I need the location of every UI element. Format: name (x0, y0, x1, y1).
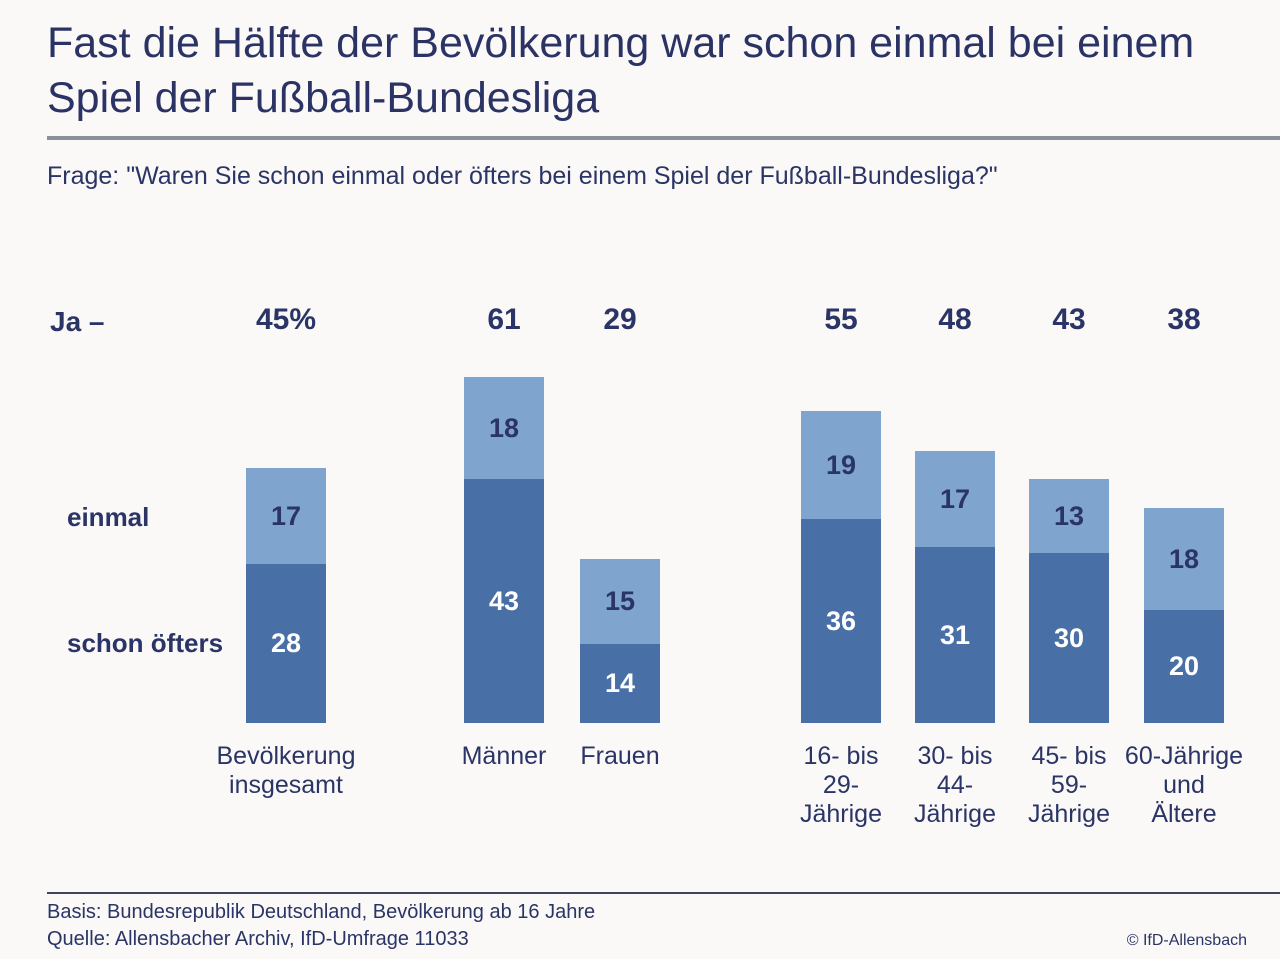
bar-segment-einmal: 18 (464, 377, 544, 479)
bar-segment-schon-oefters: 20 (1144, 610, 1224, 723)
title-separator (47, 136, 1280, 140)
bar-total-label: 48 (938, 303, 972, 336)
bar-total-label: 45% (255, 303, 317, 336)
category-label: Männer (461, 742, 547, 770)
survey-question: Frage: "Waren Sie schon einmal oder öfte… (47, 162, 998, 190)
footer-separator (47, 892, 1280, 894)
bar-total-label: 29 (603, 303, 637, 336)
footer-basis: Basis: Bundesrepublik Deutschland, Bevöl… (47, 901, 596, 923)
bar-total-label: 43 (1052, 303, 1086, 336)
bar-1: 18 43 (464, 377, 544, 723)
bar-6: 18 20 (1144, 508, 1224, 723)
bar-total-label: 61 (487, 303, 521, 336)
bar-segment-einmal: 15 (580, 559, 660, 644)
category-label: Frauen (580, 742, 660, 770)
category-label: 45- bis 59- Jährige (1028, 742, 1110, 828)
bar-0: 17 28 (246, 468, 326, 723)
bar-segment-einmal: 17 (915, 451, 995, 547)
bar-segment-schon-oefters: 28 (246, 564, 326, 723)
bar-segment-schon-oefters: 43 (464, 479, 544, 723)
page-title: Fast die Hälfte der Bevölkerung war scho… (47, 19, 1195, 122)
category-label: Bevölkerung insgesamt (216, 742, 356, 799)
bar-total-label: 38 (1167, 303, 1201, 336)
category-label: 16- bis 29- Jährige (800, 742, 882, 828)
bar-2: 15 14 (580, 559, 660, 723)
copyright-note: © IfD-Allensbach (1126, 932, 1247, 949)
bar-segment-einmal: 17 (246, 468, 326, 564)
bar-3: 19 36 (801, 411, 881, 723)
bar-segment-einmal: 13 (1029, 479, 1109, 553)
ja-axis-label: Ja – (50, 306, 105, 337)
bar-5: 13 30 (1029, 479, 1109, 723)
category-label: 30- bis 44- Jährige (914, 742, 996, 828)
bar-segment-schon-oefters: 14 (580, 644, 660, 723)
bar-segment-einmal: 19 (801, 411, 881, 519)
bar-4: 17 31 (915, 451, 995, 723)
bar-segment-einmal: 18 (1144, 508, 1224, 610)
bar-segment-schon-oefters: 30 (1029, 553, 1109, 723)
legend-label-einmal: einmal (67, 502, 150, 532)
bar-segment-schon-oefters: 36 (801, 519, 881, 723)
category-label: 60-Jährige und Ältere (1124, 742, 1244, 828)
footer-quelle: Quelle: Allensbacher Archiv, IfD-Umfrage… (47, 928, 469, 950)
bar-segment-schon-oefters: 31 (915, 547, 995, 723)
legend-label-schon-oefters: schon öfters (67, 628, 224, 658)
bar-total-label: 55 (824, 303, 858, 336)
